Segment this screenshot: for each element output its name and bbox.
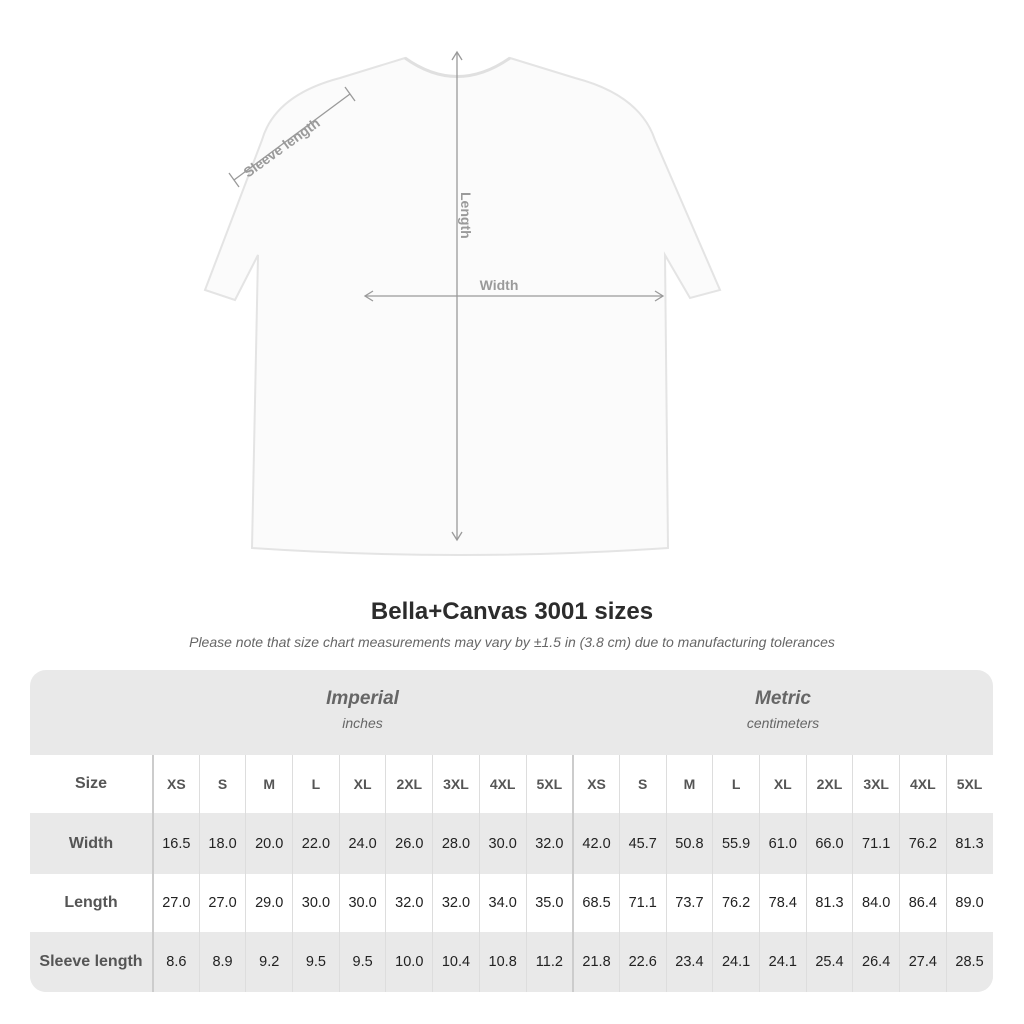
- table-cell-imperial: 9.5: [338, 932, 386, 992]
- table-cell-imperial: 8.6: [152, 932, 199, 992]
- table-row-width: Width 16.5 18.0 20.0 22.0 24.0 26.0 28.0 30.0 32.…: [30, 813, 993, 874]
- size-header-imperial: 3XL: [432, 755, 479, 813]
- size-header-metric: M: [665, 755, 713, 813]
- table-cell-imperial: 32.0: [432, 874, 479, 932]
- table-cell-metric: 68.5: [572, 874, 619, 932]
- table-cell-imperial: 32.0: [525, 813, 573, 874]
- table-cell-imperial: 30.0: [338, 874, 386, 932]
- table-cell-metric: 28.5: [945, 932, 993, 992]
- size-header-metric: XS: [572, 755, 619, 813]
- size-header-imperial: XL: [338, 755, 386, 813]
- table-cell-imperial: 16.5: [152, 813, 199, 874]
- table-cell-imperial: 29.0: [245, 874, 292, 932]
- table-cell-metric: 23.4: [665, 932, 713, 992]
- table-cell-metric: 81.3: [945, 813, 993, 874]
- measurement-lines: [228, 50, 665, 542]
- table-cell-metric: 78.4: [758, 874, 806, 932]
- table-cell-imperial: 10.4: [432, 932, 479, 992]
- table-cell-metric: 73.7: [665, 874, 713, 932]
- size-header-metric: S: [618, 755, 666, 813]
- table-cell-metric: 24.1: [758, 932, 806, 992]
- table-row-sleeve-length: Sleeve length 8.6 8.9 9.2 9.5 9.5 10.0 10.4 10.8…: [30, 932, 993, 992]
- table-cell-imperial: 30.0: [478, 813, 526, 874]
- size-header-imperial: 5XL: [525, 755, 573, 813]
- table-cell-metric: 81.3: [805, 874, 853, 932]
- table-cell-imperial: 32.0: [385, 874, 432, 932]
- table-cell-metric: 66.0: [805, 813, 853, 874]
- size-header-imperial: S: [198, 755, 246, 813]
- table-cell-imperial: 34.0: [478, 874, 526, 932]
- table-cell-imperial: 10.8: [478, 932, 526, 992]
- table-cell-imperial: 18.0: [198, 813, 246, 874]
- table-cell-metric: 76.2: [899, 813, 946, 874]
- table-cell-imperial: 10.0: [385, 932, 432, 992]
- imperial-title: Imperial: [326, 688, 399, 709]
- imperial-header: Imperial inches: [152, 670, 573, 755]
- tshirt-image: [203, 56, 722, 556]
- size-header-imperial: 4XL: [478, 755, 526, 813]
- size-header-imperial: 2XL: [385, 755, 432, 813]
- page-title: Bella+Canvas 3001 sizes: [370, 598, 654, 625]
- length-label: Length: [458, 192, 474, 239]
- table-cell-metric: 42.0: [572, 813, 619, 874]
- table-cell-metric: 22.6: [618, 932, 666, 992]
- size-header-metric: 4XL: [899, 755, 946, 813]
- table-cell-metric: 27.4: [899, 932, 946, 992]
- table-cell-metric: 76.2: [712, 874, 759, 932]
- tolerance-note: Please note that size chart measurements…: [189, 634, 835, 650]
- row-label: Sleeve length: [39, 953, 143, 970]
- tshirt-diagram: Length Width Sleeve length: [203, 50, 722, 556]
- size-header-imperial: L: [292, 755, 339, 813]
- table-row-length: Length 27.0 27.0 29.0 30.0 30.0 32.0 32.0 34.0 35…: [30, 874, 993, 932]
- size-header-metric: XL: [758, 755, 806, 813]
- table-cell-metric: 24.1: [712, 932, 759, 992]
- table-cell-metric: 89.0: [945, 874, 993, 932]
- size-table: Imperial inches Metric centimeters Size X…: [30, 670, 993, 992]
- size-header-metric: 5XL: [945, 755, 993, 813]
- metric-title: Metric: [755, 688, 811, 709]
- table-cell-metric: 21.8: [572, 932, 619, 992]
- table-cell-imperial: 20.0: [245, 813, 292, 874]
- table-cell-metric: 84.0: [852, 874, 899, 932]
- table-cell-imperial: 30.0: [292, 874, 339, 932]
- metric-unit: centimeters: [746, 715, 820, 731]
- size-header-imperial: M: [245, 755, 292, 813]
- table-cell-metric: 71.1: [852, 813, 899, 874]
- table-cell-imperial: 35.0: [525, 874, 573, 932]
- table-cell-imperial: 11.2: [525, 932, 573, 992]
- table-cell-imperial: 9.5: [292, 932, 339, 992]
- row-label: Width: [68, 834, 114, 852]
- size-header-metric: L: [712, 755, 759, 813]
- size-header-imperial: XS: [152, 755, 199, 813]
- table-cell-metric: 25.4: [805, 932, 853, 992]
- width-label: Width: [480, 277, 519, 293]
- table-cell-metric: 55.9: [712, 813, 759, 874]
- table-cell-imperial: 8.9: [198, 932, 246, 992]
- table-cell-metric: 45.7: [618, 813, 666, 874]
- table-cell-metric: 26.4: [852, 932, 899, 992]
- table-cell-metric: 71.1: [618, 874, 666, 932]
- metric-header: Metric centimeters: [573, 670, 993, 755]
- row-label: Size: [74, 775, 107, 792]
- size-header-row: Size XS S M L XL 2XL 3XL 4XL 5XL XS S M L XL 2XL 3XL 4XL 5…: [30, 755, 993, 813]
- size-header-metric: 2XL: [805, 755, 853, 813]
- table-cell-imperial: 22.0: [292, 813, 339, 874]
- table-cell-imperial: 27.0: [152, 874, 199, 932]
- imperial-unit: inches: [342, 715, 383, 731]
- table-cell-imperial: 27.0: [198, 874, 246, 932]
- size-header-metric: 3XL: [852, 755, 899, 813]
- table-cell-metric: 86.4: [899, 874, 946, 932]
- table-cell-metric: 61.0: [758, 813, 806, 874]
- table-cell-metric: 50.8: [665, 813, 713, 874]
- table-cell-imperial: 24.0: [338, 813, 386, 874]
- table-cell-imperial: 9.2: [245, 932, 292, 992]
- row-label: Length: [64, 894, 118, 911]
- table-cell-imperial: 26.0: [385, 813, 432, 874]
- table-cell-imperial: 28.0: [432, 813, 479, 874]
